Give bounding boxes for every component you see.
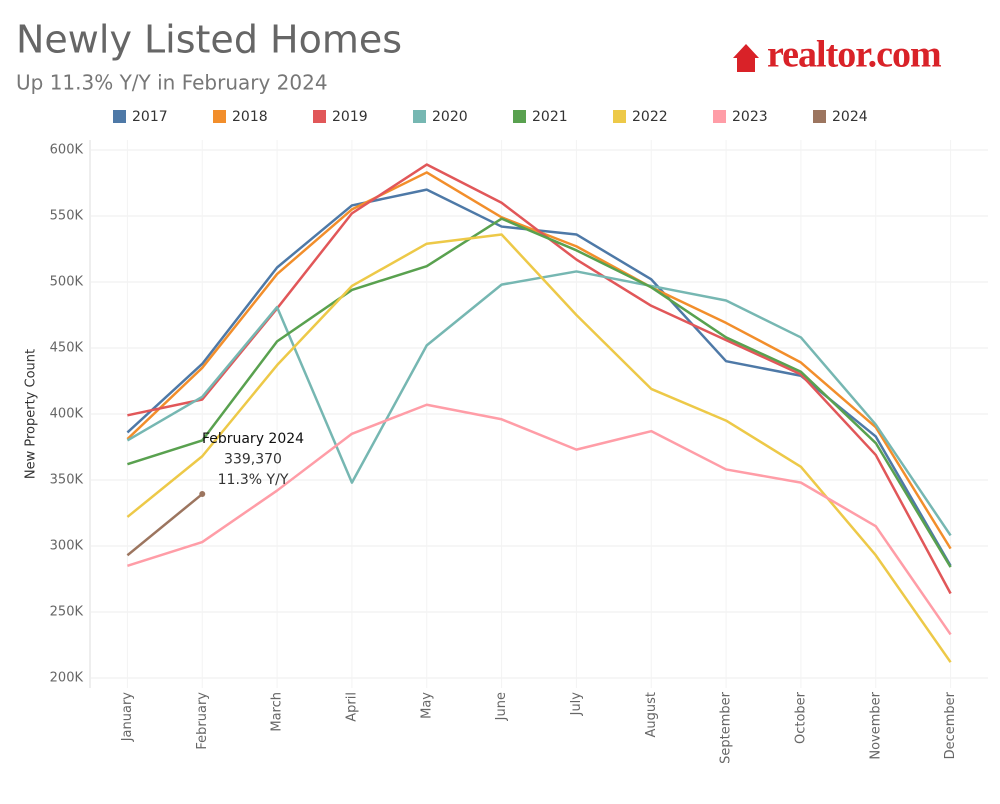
y-tick-label: 300K xyxy=(50,539,84,554)
annotation-text: 11.3% Y/Y xyxy=(218,472,289,488)
legend-swatch xyxy=(413,110,426,123)
legend-label: 2023 xyxy=(732,109,768,125)
x-tick-label: March xyxy=(270,692,285,732)
logo-text: realtor.com xyxy=(767,34,941,76)
annotation-text: February 2024 xyxy=(202,431,304,447)
legend-swatch xyxy=(213,110,226,123)
logo: realtor.com xyxy=(733,34,942,76)
y-tick-label: 450K xyxy=(50,341,84,356)
y-tick-label: 500K xyxy=(50,275,84,290)
series-line xyxy=(127,403,952,636)
series-line xyxy=(127,217,952,568)
y-tick-label: 400K xyxy=(50,407,84,422)
annotation-text: 339,370 xyxy=(224,452,282,468)
legend-label: 2018 xyxy=(232,109,268,125)
legend-swatch xyxy=(313,110,326,123)
x-tick-label: November xyxy=(868,691,883,759)
chart-subtitle: Up 11.3% Y/Y in February 2024 xyxy=(16,71,328,95)
chart-title: Newly Listed Homes xyxy=(16,18,402,62)
legend-label: 2017 xyxy=(132,109,168,125)
legend-label: 2022 xyxy=(632,109,668,125)
legend-label: 2020 xyxy=(432,109,468,125)
series-line xyxy=(126,233,952,663)
x-tick-label: July xyxy=(569,692,584,717)
legend-label: 2024 xyxy=(832,109,868,125)
x-tick-label: April xyxy=(344,692,359,722)
legend-label: 2019 xyxy=(332,109,368,125)
x-tick-label: September xyxy=(719,691,734,764)
legend-swatch xyxy=(713,110,726,123)
series-line xyxy=(126,493,204,557)
annotation-point xyxy=(199,491,206,498)
x-tick-label: February xyxy=(195,692,210,750)
legend-swatch xyxy=(613,110,626,123)
x-tick-label: December xyxy=(943,691,958,759)
logo-icon xyxy=(733,44,759,72)
series-line xyxy=(127,163,952,595)
y-tick-label: 550K xyxy=(50,209,84,224)
y-tick-label: 350K xyxy=(50,473,84,488)
legend-label: 2021 xyxy=(532,109,568,125)
y-tick-label: 200K xyxy=(50,671,84,686)
series-line xyxy=(126,171,952,550)
legend-swatch xyxy=(813,110,826,123)
y-tick-label: 250K xyxy=(50,605,84,620)
x-tick-label: January xyxy=(120,692,135,743)
y-tick-label: 600K xyxy=(50,143,84,158)
series-line xyxy=(126,270,952,537)
x-tick-label: June xyxy=(494,692,509,721)
legend-swatch xyxy=(113,110,126,123)
x-tick-label: August xyxy=(644,692,659,738)
x-tick-label: October xyxy=(793,691,808,744)
legend-swatch xyxy=(513,110,526,123)
y-axis-label: New Property Count xyxy=(24,349,39,479)
x-tick-label: May xyxy=(419,692,434,719)
